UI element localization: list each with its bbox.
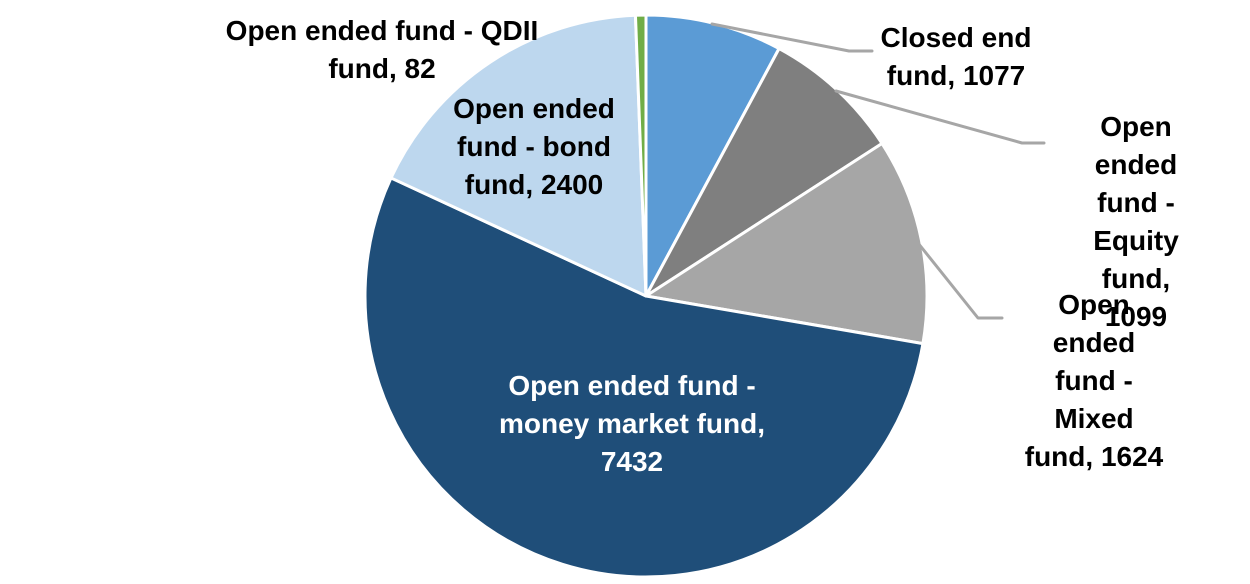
pie-slice-equity-fund xyxy=(644,47,884,298)
leader-line-equity-fund xyxy=(834,89,1046,145)
pie-slice-mixed-fund xyxy=(644,141,929,346)
pie-slice-qdii-fund xyxy=(633,13,648,298)
pie-slice-bond-fund xyxy=(389,13,648,298)
pie-slices xyxy=(363,13,929,579)
pie-slice-money-market-fund xyxy=(363,176,925,579)
leader-line-closed-end-fund xyxy=(710,22,874,53)
leader-line-mixed-fund xyxy=(916,241,1004,320)
